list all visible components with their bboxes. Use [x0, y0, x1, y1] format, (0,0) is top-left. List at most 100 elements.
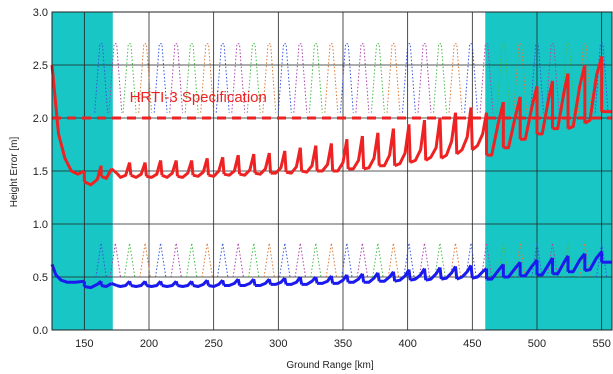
lower-drop-10: [236, 278, 241, 286]
dotted-peak-low-4: [155, 243, 167, 278]
upper-error-series: [50, 56, 612, 187]
upper-drop-7: [190, 160, 195, 176]
x-tick-300: 300: [269, 338, 287, 350]
dotted-peak-0: [94, 43, 109, 113]
dotted-peak-22: [433, 43, 447, 113]
lower-drop-13: [283, 277, 288, 285]
upper-drop-14: [298, 147, 304, 172]
dotted-peak-6: [184, 43, 199, 113]
y-tick-labels: 0.0 0.5 1.0 1.5 2.0 2.5 3.0: [33, 7, 48, 337]
dotted-peak-24: [464, 43, 478, 113]
upper-drop-3: [128, 162, 133, 176]
dotted-peak-2: [122, 43, 137, 113]
dotted-peak-low-25: [480, 243, 493, 278]
dotted-peak-5: [169, 43, 184, 113]
upper-segment-20: [379, 128, 395, 168]
upper-segment-11: [239, 153, 256, 177]
upper-drop-2: [110, 167, 118, 175]
dotted-peak-low-1: [109, 243, 121, 278]
lower-segment-5: [146, 280, 162, 288]
dotted-peak-32: [594, 43, 609, 113]
lower-segment-8: [192, 279, 209, 288]
upper-segment-0: [50, 64, 85, 176]
lower-segment-9: [208, 279, 224, 288]
dotted-peak-low-5: [170, 243, 182, 278]
upper-drop-6: [174, 160, 179, 177]
upper-drop-12: [267, 152, 273, 174]
upper-segment-26: [471, 112, 488, 151]
x-tick-150: 150: [75, 338, 93, 350]
dotted-peak-low-10: [248, 243, 260, 278]
plot-frame: [51, 11, 613, 331]
lower-segment-33: [584, 250, 603, 273]
upper-segment-7: [177, 159, 194, 179]
x-tick-450: 450: [463, 338, 481, 350]
lower-drop-12: [267, 278, 273, 285]
upper-segment-32: [567, 64, 587, 130]
upper-segment-16: [317, 143, 333, 173]
lower-drop-9: [221, 279, 226, 286]
lower-drop-3: [128, 280, 133, 286]
lower-segment-3: [116, 280, 131, 288]
dotted-peak-low-9: [232, 243, 244, 278]
lower-drop-23: [438, 267, 443, 280]
upper-drop-22: [422, 120, 428, 161]
upper-segment-19: [363, 132, 380, 171]
dotted-peak-low-17: [356, 243, 369, 278]
upper-drop-18: [360, 135, 366, 169]
lower-segment-21: [394, 268, 411, 283]
dotted-peak-low-18: [372, 243, 384, 278]
dotted-peak-low-30: [562, 243, 574, 278]
upper-segment-28: [503, 96, 522, 150]
lower-drop-25: [469, 265, 474, 279]
upper-segment-15: [301, 145, 318, 174]
x-tick-400: 400: [398, 338, 416, 350]
lower-segment-22: [409, 267, 426, 282]
dotted-peak-11: [262, 43, 277, 113]
upper-segment-10: [223, 154, 240, 177]
lower-segment-10: [224, 278, 240, 287]
lower-segment-17: [332, 274, 349, 285]
upper-segment-1: [83, 165, 103, 187]
upper-segment-30: [537, 80, 554, 136]
dotted-peak-7: [200, 43, 215, 113]
x-axis-label: Ground Range [km]: [286, 360, 373, 371]
upper-segment-27: [486, 101, 505, 157]
upper-drop-19: [376, 132, 381, 166]
lower-drop-11: [252, 278, 257, 286]
dotted-peak-27: [513, 43, 528, 113]
dotted-peak-low-11: [263, 243, 275, 278]
lower-drop-24: [454, 266, 459, 280]
y-tick-0.5: 0.5: [33, 272, 48, 284]
upper-drop-25: [469, 107, 474, 150]
lower-segment-23: [425, 266, 442, 282]
x-tick-250: 250: [204, 338, 222, 350]
lower-segment-18: [348, 272, 364, 284]
x-tick-550: 550: [592, 338, 610, 350]
dotted-peak-low-12: [279, 243, 291, 278]
upper-segment-2: [100, 168, 113, 180]
upper-drop-4: [143, 162, 148, 177]
lower-segment-4: [130, 280, 147, 288]
dotted-peak-low-20: [403, 243, 415, 278]
y-tick-1.5: 1.5: [33, 166, 48, 178]
upper-drop-17: [345, 139, 350, 169]
lower-segment-19: [363, 271, 380, 284]
upper-drop-21: [407, 124, 412, 163]
upper-drop-5: [159, 160, 164, 176]
dotted-peak-29: [545, 43, 560, 113]
x-tick-350: 350: [334, 338, 352, 350]
dotted-peak-18: [370, 43, 385, 113]
lower-drop-6: [174, 280, 179, 286]
lower-segment-28: [503, 261, 522, 279]
dotted-peak-3: [138, 43, 153, 113]
dotted-peak-low-0: [95, 243, 107, 278]
dotted-peak-28: [530, 43, 544, 113]
dotted-peak-low-14: [310, 243, 322, 278]
upper-drop-13: [283, 150, 288, 173]
upper-segment-31: [552, 73, 570, 131]
lower-error-series: [50, 250, 612, 290]
dotted-peak-13: [293, 43, 308, 113]
upper-segment-8: [192, 157, 209, 178]
